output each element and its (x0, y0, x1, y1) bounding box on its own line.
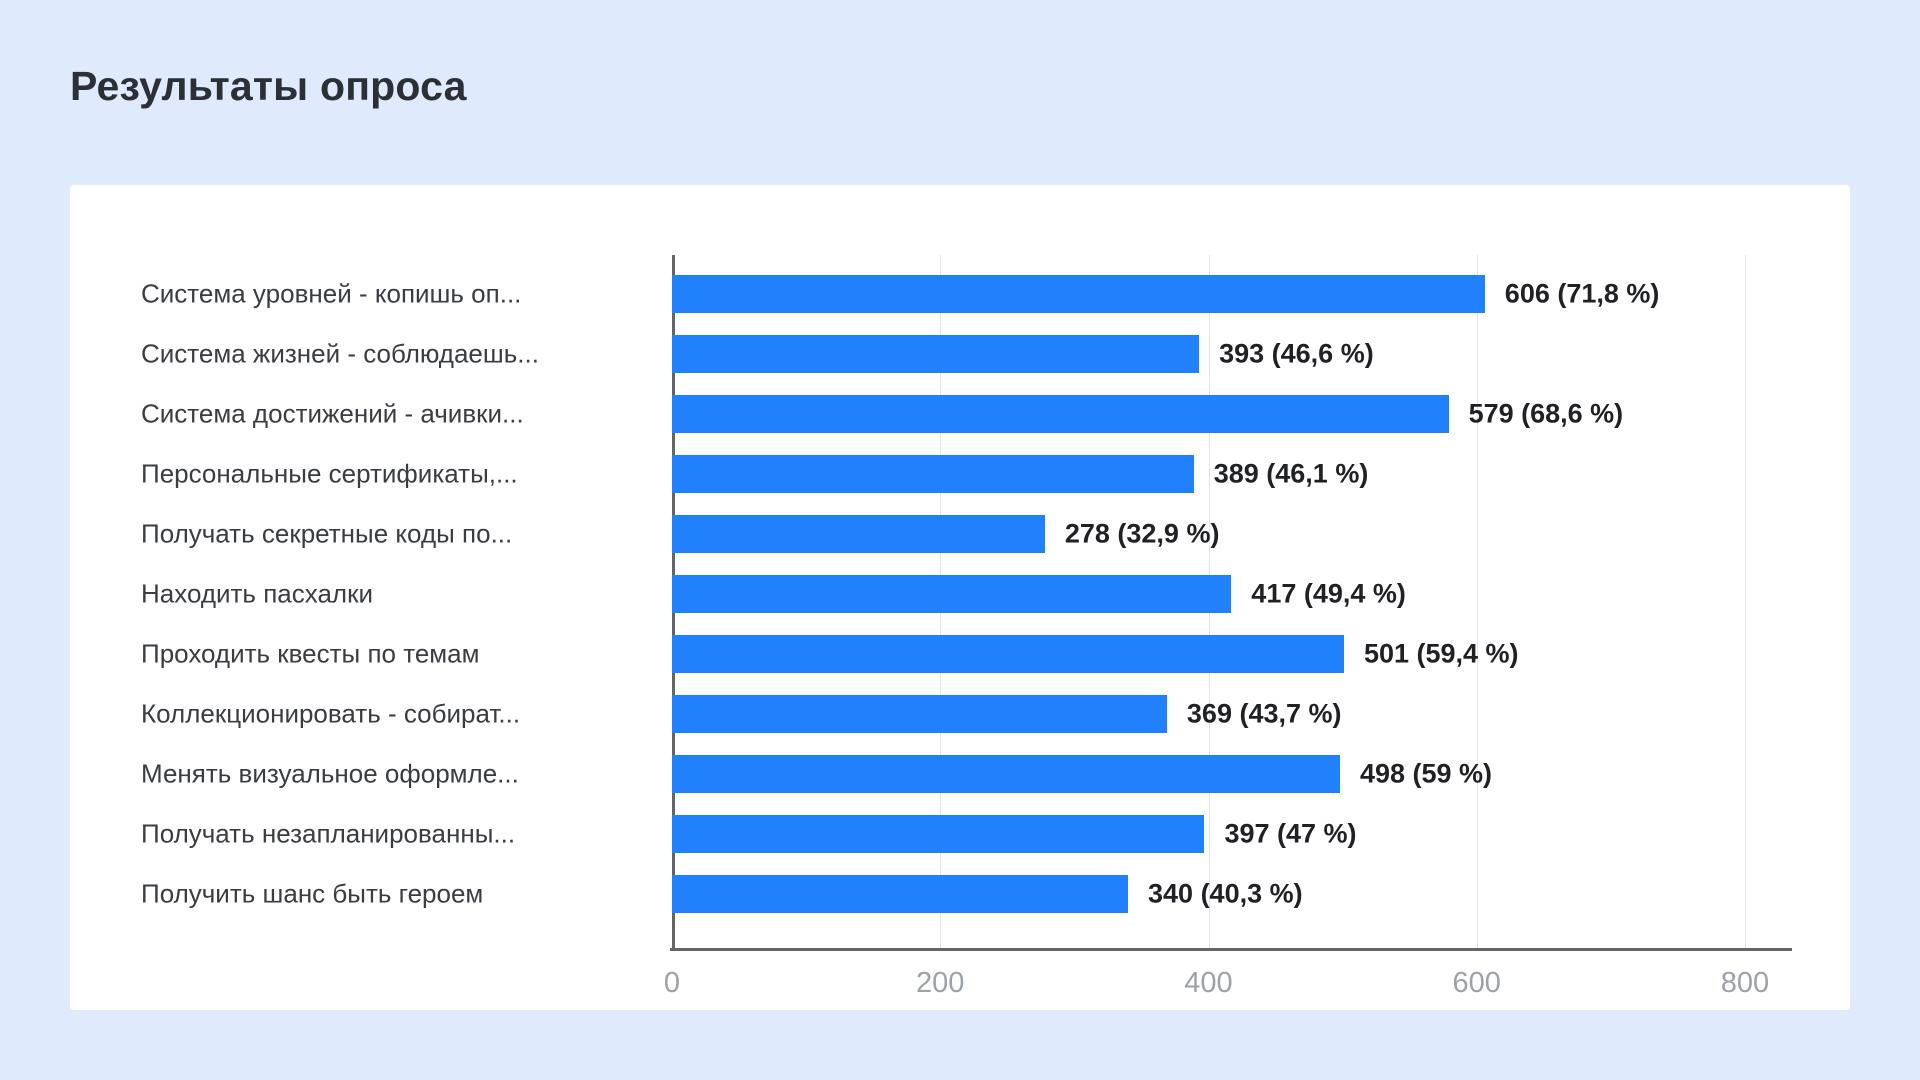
bar (672, 335, 1200, 373)
category-label: Получить шанс быть героем (141, 878, 484, 909)
plot-span: 579 (68,6 %) (672, 384, 1745, 444)
bar-row: Получать незапланированны... 397 (47 %) (70, 804, 1850, 864)
value-label: 498 (59 %) (1359, 758, 1493, 789)
category-label: Система жизней - соблюдаешь... (141, 338, 539, 369)
plot-span: 278 (32,9 %) (672, 504, 1745, 564)
plot-span: 340 (40,3 %) (672, 864, 1745, 924)
value-label: 389 (46,1 %) (1213, 458, 1369, 489)
bar (672, 395, 1449, 433)
x-tick-label: 400 (1184, 967, 1233, 999)
x-tick-label: 800 (1720, 967, 1770, 999)
value-label: 579 (68,6 %) (1468, 398, 1624, 429)
bar (672, 275, 1485, 313)
page-title: Результаты опроса (70, 63, 467, 109)
category-label: Получать секретные коды по... (141, 518, 513, 549)
value-label: 278 (32,9 %) (1064, 518, 1220, 549)
bar (672, 695, 1167, 733)
x-tick-label: 600 (1452, 967, 1501, 999)
bar-row: Система достижений - ачивки... 579 (68,6 … (70, 384, 1850, 444)
category-label: Персональные сертификаты,... (141, 458, 518, 489)
gridline-600 (1476, 255, 1478, 948)
value-label: 340 (40,3 %) (1148, 878, 1303, 909)
category-label: Система достижений - ачивки... (141, 398, 524, 429)
category-label: Получать незапланированны... (141, 818, 516, 849)
category-label: Находить пасхалки (141, 578, 373, 609)
plot-span: 389 (46,1 %) (672, 444, 1745, 504)
value-label: 501 (59,4 %) (1363, 638, 1519, 669)
x-tick-label: 0 (663, 967, 681, 999)
plot-span: 501 (59,4 %) (672, 624, 1745, 684)
bar-rows: Система уровней - копишь оп... 606 (71,8 … (70, 264, 1850, 924)
plot-span: 606 (71,8 %) (672, 264, 1745, 324)
bar-row: Система жизней - соблюдаешь... 393 (46,6 … (70, 324, 1850, 384)
chart-card: Система уровней - копишь оп... 606 (71,8 … (70, 185, 1850, 1010)
bar-row: Получить шанс быть героем 340 (40,3 %) (70, 864, 1850, 924)
survey-bar-chart: Система уровней - копишь оп... 606 (71,8 … (70, 185, 1850, 1010)
bar-row: Система уровней - копишь оп... 606 (71,8 … (70, 264, 1850, 324)
value-label: 397 (47 %) (1224, 818, 1357, 849)
bar (672, 455, 1194, 493)
value-label: 606 (71,8 %) (1504, 278, 1660, 309)
bar (672, 575, 1232, 613)
category-label: Проходить квесты по темам (141, 638, 480, 669)
gridline-800 (1745, 255, 1746, 948)
value-label: 417 (49,4 %) (1251, 578, 1406, 609)
value-label: 369 (43,7 %) (1186, 698, 1342, 729)
bar (672, 875, 1129, 913)
bar (672, 635, 1344, 673)
bar-row: Находить пасхалки 417 (49,4 %) (70, 564, 1850, 624)
x-tick-label: 200 (916, 967, 965, 999)
category-label: Коллекционировать - собират... (141, 698, 521, 729)
plot-span: 393 (46,6 %) (672, 324, 1745, 384)
bar-row: Персональные сертификаты,... 389 (46,1 %) (70, 444, 1850, 504)
bar-row: Коллекционировать - собират... 369 (43,7 … (70, 684, 1850, 744)
x-axis-line (670, 948, 1792, 951)
category-label: Система уровней - копишь оп... (141, 278, 522, 309)
bar-row: Получать секретные коды по... 278 (32,9 %… (70, 504, 1850, 564)
category-label: Менять визуальное оформле... (141, 758, 519, 789)
bar (672, 515, 1045, 553)
bar-row: Проходить квесты по темам 501 (59,4 %) (70, 624, 1850, 684)
plot-span: 369 (43,7 %) (672, 684, 1745, 744)
plot-span: 498 (59 %) (672, 744, 1745, 804)
plot-span: 417 (49,4 %) (672, 564, 1745, 624)
plot-span: 397 (47 %) (672, 804, 1745, 864)
bar (672, 815, 1205, 853)
bar (672, 755, 1340, 793)
value-label: 393 (46,6 %) (1219, 338, 1374, 369)
bar-row: Менять визуальное оформле... 498 (59 %) (70, 744, 1850, 804)
